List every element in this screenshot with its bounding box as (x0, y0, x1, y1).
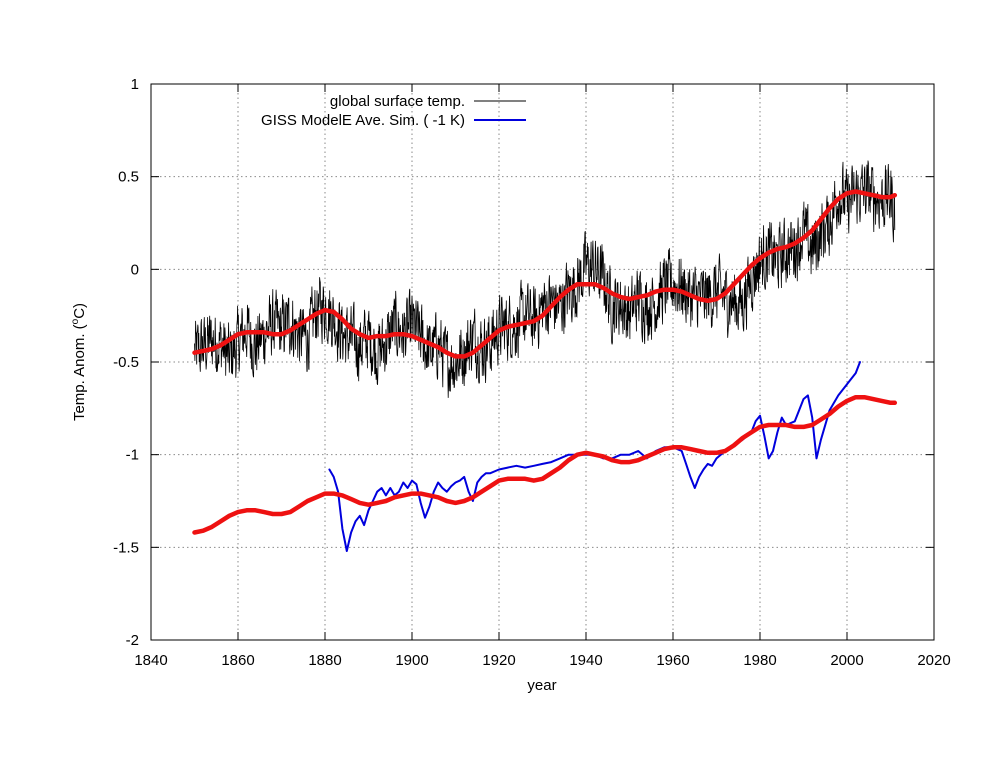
series-line-surface-temp (194, 160, 896, 398)
legend: global surface temp. GISS ModelE Ave. Si… (261, 93, 526, 129)
legend-label-surface-temp: global surface temp. (330, 93, 465, 110)
x-tick-label: 1880 (308, 652, 341, 669)
y-tick-label: -1.5 (113, 539, 139, 556)
series-line-smoothed-3 (192, 394, 898, 535)
x-tick-label: 1900 (395, 652, 428, 669)
y-axis-label-tail: C) (71, 303, 88, 319)
y-tick-label: 1 (131, 76, 139, 93)
y-tick-label: -2 (126, 632, 139, 649)
x-tick-label: 1960 (656, 652, 689, 669)
x-tick-label: 1840 (134, 652, 167, 669)
x-tick-label: 2000 (830, 652, 863, 669)
y-tick-label: -0.5 (113, 354, 139, 371)
y-tick-label: 0 (131, 261, 139, 278)
grid (151, 84, 934, 640)
x-tick-label: 1860 (221, 652, 254, 669)
legend-label-giss-model: GISS ModelE Ave. Sim. ( -1 K) (261, 112, 465, 129)
x-tick-label: 1940 (569, 652, 602, 669)
tick-labels: 1840 1860 1880 1900 1920 1940 1960 1980 2000 2020… (113, 76, 951, 669)
x-tick-label: 1980 (743, 652, 776, 669)
y-axis-label-superscript: o (70, 318, 81, 324)
y-axis-label-main: Temp. Anom. ( (71, 324, 88, 421)
x-tick-label: 1920 (482, 652, 515, 669)
y-tick-label: -1 (126, 447, 139, 464)
x-axis-label: year (527, 677, 556, 694)
x-tick-label: 2020 (917, 652, 950, 669)
y-tick-label: 0.5 (118, 169, 139, 186)
series-line-smoothed-2 (192, 189, 898, 359)
series-layer (192, 160, 898, 552)
y-axis-label: Temp. Anom. (oC) (70, 303, 88, 421)
